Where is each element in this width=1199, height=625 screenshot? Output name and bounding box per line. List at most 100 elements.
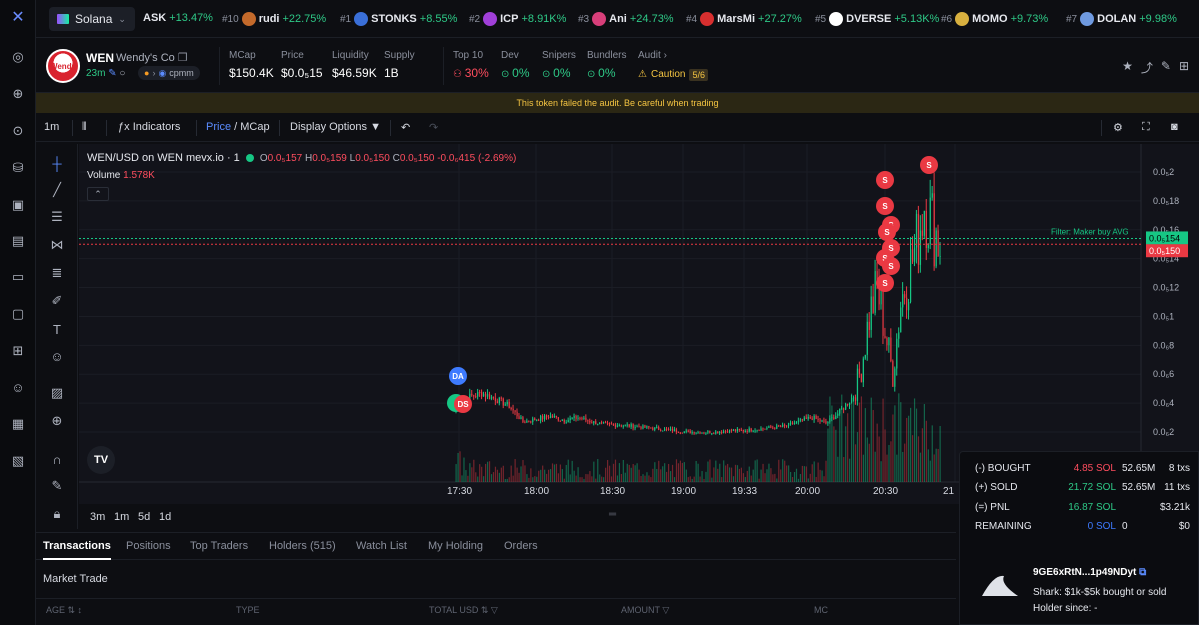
redo-icon[interactable]: ↷ — [429, 122, 439, 134]
display-options-button[interactable]: Display Options ▼ — [290, 121, 381, 133]
mcap-option[interactable]: MCap — [240, 121, 270, 133]
star-icon[interactable]: ★ — [1122, 59, 1133, 73]
magnet-tool-icon[interactable]: ∩ — [52, 451, 62, 467]
zoom-tool-icon[interactable]: ⊕ — [51, 413, 63, 428]
audit-metric[interactable]: Bundlers ⊙ 0% — [587, 50, 626, 80]
ticker-item[interactable]: #1 STONKS +8.55% — [340, 12, 457, 26]
compass-icon[interactable]: ◎ — [12, 49, 24, 64]
candle-body — [813, 415, 815, 420]
column-header[interactable]: TYPE — [236, 605, 260, 615]
audit-metric[interactable]: Snipers ⊙ 0% — [542, 50, 576, 80]
indicators-button[interactable]: ƒx Indicators — [118, 121, 180, 133]
ticker-item[interactable]: #5 DVERSE +5.13K% — [815, 12, 939, 26]
column-header[interactable]: MC — [814, 605, 828, 615]
tab-my-holding[interactable]: My Holding — [428, 540, 484, 552]
dev-sell-marker[interactable] — [454, 395, 472, 413]
trader-address[interactable]: 9GE6xRtN...1p49NDyt ⧉ — [1033, 567, 1146, 578]
gift-icon[interactable]: ▣ — [11, 197, 25, 212]
grid-icon[interactable]: ⊞ — [1178, 59, 1189, 73]
sell-marker[interactable] — [876, 197, 894, 215]
column-header[interactable]: AGE ⇅ ↕ — [46, 605, 82, 616]
pattern-tool-icon[interactable]: ⋈ — [50, 237, 64, 252]
wallet-icon[interactable]: ▭ — [11, 269, 25, 284]
volume-bar — [542, 465, 544, 482]
trendline-tool-icon[interactable]: ╱ — [53, 182, 61, 197]
lock-icon[interactable]: 🔒︎ — [53, 506, 61, 521]
tradingview-logo[interactable]: TV — [87, 446, 115, 474]
chart-canvas[interactable]: 0.0₅2 0.0₅18 0.0₅16 0.0₅14 0.0₅12 0.0₅1 0.0₆8 0… — [79, 144, 1199, 504]
price-chart[interactable]: 0.0₅2 0.0₅18 0.0₅16 0.0₅14 0.0₅12 0.0₅1 0.0₆8 0… — [79, 144, 1199, 504]
present-icon[interactable]: ▦ — [11, 416, 25, 431]
search-icon[interactable]: ○ — [119, 68, 126, 79]
ticker-item[interactable]: #4 MarsMi +27.27% — [686, 12, 802, 26]
resize-handle-icon[interactable]: ═ — [609, 509, 617, 520]
sell-marker[interactable] — [920, 156, 938, 174]
tab-holders[interactable]: Holders (515) — [269, 540, 336, 552]
copy-icon[interactable]: ❐ — [177, 52, 188, 64]
ticker-item[interactable]: ASK +13.47% — [143, 12, 213, 24]
report-icon[interactable]: ▧ — [11, 453, 25, 468]
volume-bar — [707, 461, 709, 482]
price-option[interactable]: Price — [206, 121, 232, 133]
tab-top-traders[interactable]: Top Traders — [190, 540, 249, 552]
pool-pill[interactable]: ● › ◉ cpmm — [138, 66, 200, 80]
chain-select[interactable]: Solana ⌄ — [49, 7, 135, 31]
lock-drawing-tool-icon[interactable]: ✎ — [51, 478, 63, 493]
tab-positions[interactable]: Positions — [126, 540, 171, 552]
volume-bar — [884, 429, 886, 482]
volume-bar — [522, 460, 524, 482]
tab-transactions[interactable]: Transactions — [43, 540, 111, 560]
ticker-item[interactable]: #10 rudi +22.75% — [222, 12, 326, 26]
ticker-item[interactable]: #2 ICP +8.91K% — [469, 12, 566, 26]
audit-metric[interactable]: Dev ⊙ 0% — [501, 50, 530, 80]
audit-stat[interactable]: Audit › ⚠ Caution 5/6 — [638, 50, 708, 81]
text-tool-icon[interactable]: T — [53, 321, 61, 337]
brush-tool-icon[interactable]: ✐ — [51, 293, 63, 308]
time-range-button[interactable]: 5d — [138, 511, 151, 523]
column-header[interactable]: AMOUNT ▽ — [621, 605, 669, 616]
ticker-item[interactable]: #6 MOMO +9.73% — [941, 12, 1048, 26]
ticker-item[interactable]: #3 Ani +24.73% — [578, 12, 674, 26]
emoji-tool-icon[interactable]: ☺ — [50, 348, 64, 364]
ticker-item[interactable]: #7 DOLAN +9.98% — [1066, 12, 1177, 26]
time-range-button[interactable]: 3m — [90, 511, 106, 523]
app-logo-icon[interactable]: ✕ — [11, 9, 25, 26]
candle-body — [666, 428, 668, 430]
sell-marker[interactable] — [882, 257, 900, 275]
time-range-button[interactable]: 1d — [159, 511, 172, 523]
tab-watch-list[interactable]: Watch List — [356, 540, 407, 552]
interval-button[interactable]: 1m — [44, 121, 60, 133]
crosshair-icon[interactable]: ⊙ — [12, 123, 24, 138]
horizontal-lines-tool-icon[interactable]: ☰ — [51, 209, 63, 224]
basket-icon[interactable]: ⛁ — [12, 160, 24, 175]
column-header[interactable]: TOTAL USD ⇅ ▽ — [429, 605, 498, 616]
crosshair-tool-icon[interactable]: ┼ — [52, 155, 62, 171]
card-icon[interactable]: ▢ — [11, 306, 25, 321]
ticker-rank: #1 — [340, 13, 352, 25]
edit-icon[interactable]: ✎ — [1160, 59, 1171, 73]
users-icon[interactable]: ☺ — [11, 379, 25, 395]
sell-marker[interactable] — [878, 223, 896, 241]
pencil-icon[interactable]: ✎ — [108, 68, 117, 79]
image-icon[interactable]: ▤ — [11, 233, 25, 248]
settings-icon[interactable]: ⚙ — [1113, 122, 1123, 134]
dev-add-marker[interactable] — [449, 367, 467, 385]
fullscreen-icon[interactable]: ⛶ — [1142, 121, 1150, 133]
external-link-icon[interactable]: ⧉ — [1139, 567, 1147, 578]
fib-tool-icon[interactable]: ≣ — [51, 265, 63, 280]
collapse-legend-button[interactable]: ⌃ — [87, 187, 109, 201]
undo-icon[interactable]: ↶ — [401, 122, 411, 134]
candle-body — [620, 425, 622, 427]
tab-orders[interactable]: Orders — [504, 540, 538, 552]
sell-marker[interactable] — [876, 171, 894, 189]
camera-icon[interactable]: ◙ — [1171, 121, 1178, 133]
time-range-button[interactable]: 1m — [114, 511, 130, 523]
ruler-tool-icon[interactable]: ▨ — [50, 385, 64, 400]
audit-metric[interactable]: Top 10 ⚇ 30% — [453, 50, 489, 80]
price-mcap-toggle[interactable]: Price / MCap — [206, 121, 270, 133]
share-icon[interactable]: ⤴ — [1140, 61, 1153, 75]
candle-type-icon[interactable]: ⫴ — [82, 121, 87, 133]
grid-icon[interactable]: ⊞ — [12, 343, 24, 358]
target-icon[interactable]: ⊕ — [12, 86, 24, 101]
sell-marker[interactable] — [876, 274, 894, 292]
